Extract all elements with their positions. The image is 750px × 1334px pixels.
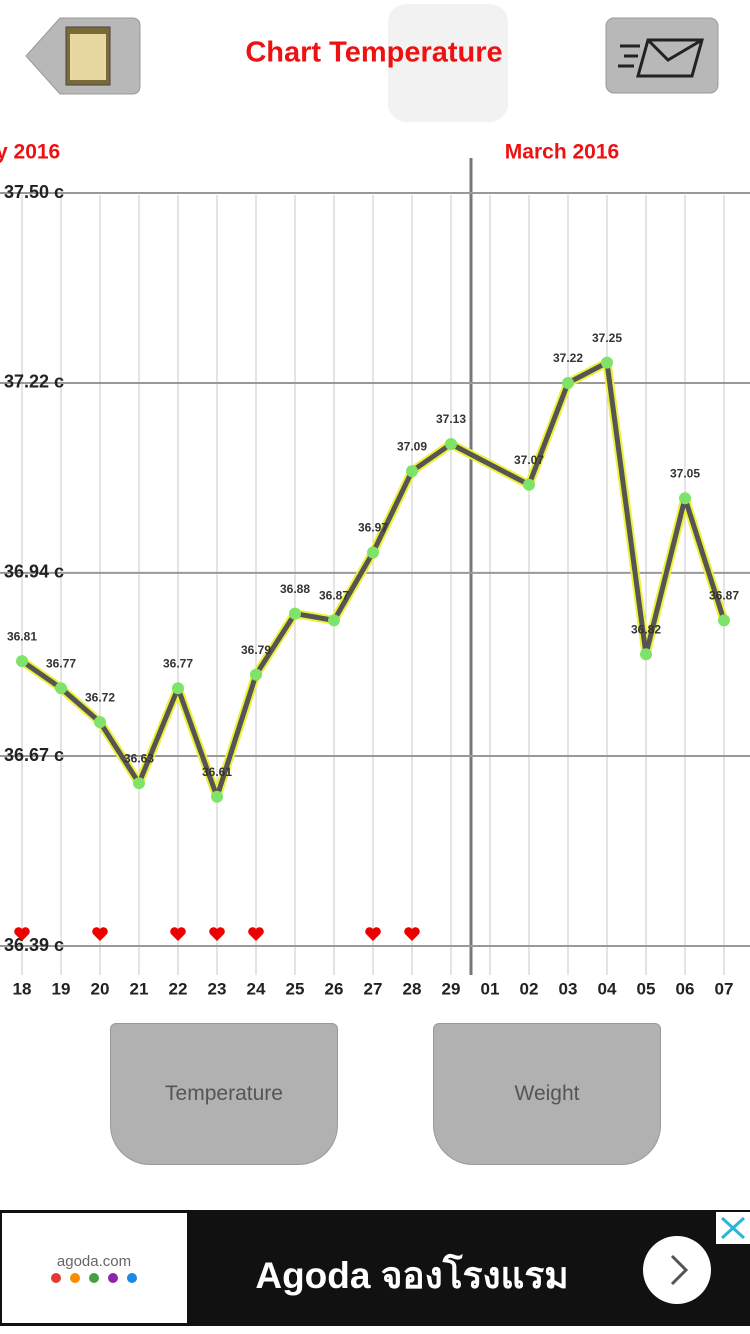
ad-text: Agoda จองโรงแรม — [255, 1253, 568, 1296]
point — [133, 777, 145, 790]
x-tick-label: 18 — [13, 979, 32, 998]
point — [211, 790, 223, 803]
value-label: 36.72 — [85, 690, 115, 704]
x-tick-label: 26 — [325, 979, 344, 998]
temperature-button[interactable]: Temperature — [110, 1023, 338, 1165]
weight-button[interactable]: Weight — [433, 1023, 661, 1165]
point — [718, 614, 730, 627]
x-tick-label: 24 — [247, 979, 266, 998]
point — [523, 478, 535, 491]
center-icon — [388, 4, 508, 122]
y-tick-label: 37.50 c — [4, 182, 64, 202]
heart — [404, 927, 420, 941]
x-tick-label: 19 — [52, 979, 71, 998]
value-label: 36.87 — [319, 589, 349, 603]
point — [367, 546, 379, 559]
plot: 18 19 20 21 22 23 24 25 26 27 28 29 01 02 03 04 05 06 07 y … — [0, 141, 750, 998]
value-label: 37.07 — [514, 453, 544, 467]
point — [640, 648, 652, 661]
point — [679, 492, 691, 505]
value-label: 37.13 — [436, 412, 466, 426]
ad-dots — [51, 1273, 137, 1283]
value-label: 36.77 — [46, 656, 76, 670]
point — [445, 438, 457, 450]
x-tick-label: 28 — [403, 979, 422, 998]
x-tick-label: 20 — [91, 979, 110, 998]
month-label: y 2016 — [0, 141, 60, 164]
point — [94, 716, 106, 729]
point — [601, 356, 613, 369]
value-label: 36.97 — [358, 521, 388, 535]
point — [328, 614, 340, 627]
mail-button[interactable] — [605, 17, 719, 94]
month-label: March 2016 — [505, 141, 619, 164]
line — [20, 360, 727, 800]
x-tick-label: 02 — [520, 979, 539, 998]
point — [55, 682, 67, 695]
x-tick-label: 27 — [364, 979, 383, 998]
back-button[interactable] — [25, 17, 141, 95]
x-tick-label: 07 — [715, 979, 734, 998]
point — [250, 668, 262, 681]
value-label: 36.81 — [7, 629, 37, 643]
heart — [170, 927, 186, 941]
value-label: 36.61 — [202, 765, 232, 779]
x-tick-label: 21 — [130, 979, 149, 998]
heart — [209, 927, 225, 941]
x-tick-label: 01 — [481, 979, 500, 998]
value-label: 36.79 — [241, 643, 271, 657]
x-tick-label: 25 — [286, 979, 305, 998]
x-tick-label: 23 — [208, 979, 227, 998]
x-tick-label: 05 — [637, 979, 656, 998]
value-label: 37.05 — [670, 466, 700, 480]
heart — [248, 927, 264, 941]
x-tick-label: 29 — [442, 979, 461, 998]
value-label: 37.22 — [553, 351, 583, 365]
value-label: 36.63 — [124, 751, 154, 765]
heart — [365, 927, 381, 941]
heart — [92, 927, 108, 941]
value-label: 37.09 — [397, 439, 427, 453]
ad-logo-box — [2, 1213, 187, 1323]
value-label: 37.25 — [592, 331, 622, 345]
y-tick-label: 36.94 c — [4, 562, 64, 582]
x-tick-label: 22 — [169, 979, 188, 998]
heart — [14, 927, 30, 941]
ad-site: agoda.com — [57, 1253, 131, 1270]
value-label: 36.77 — [163, 656, 193, 670]
point — [16, 655, 28, 668]
x-tick-label: 04 — [598, 979, 617, 998]
x-tick-label: 06 — [676, 979, 695, 998]
value-label: 36.88 — [280, 582, 310, 596]
value-label: 36.87 — [709, 589, 739, 603]
y-tick-label: 36.67 c — [4, 745, 64, 765]
value-label: 36.82 — [631, 622, 661, 636]
y-tick-label: 36.39 c — [4, 935, 64, 955]
point — [289, 607, 301, 620]
x-tick-label: 03 — [559, 979, 578, 998]
point — [562, 376, 574, 389]
ad-arrow-button[interactable] — [643, 1236, 711, 1304]
point — [172, 682, 184, 695]
page-title: Chart Temperature — [245, 37, 502, 69]
y-tick-label: 37.22 c — [4, 372, 64, 392]
point — [406, 465, 418, 478]
